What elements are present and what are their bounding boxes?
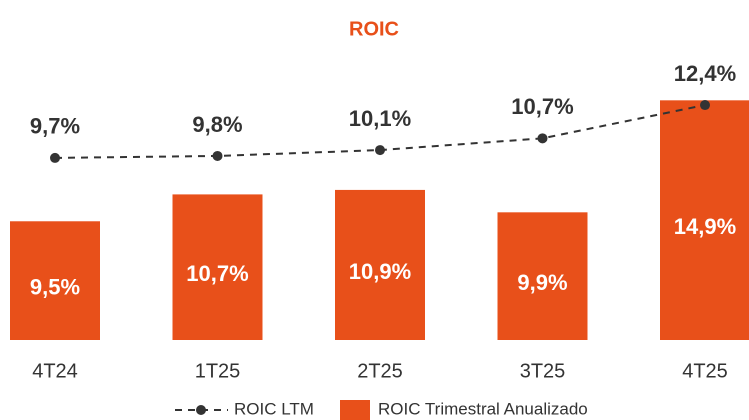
legend-point [196, 405, 206, 415]
x-tick-label: 4T25 [682, 360, 728, 382]
line-value-label: 9,8% [192, 112, 242, 137]
x-tick-label: 4T24 [32, 360, 78, 382]
bar-value-label: 10,9% [349, 259, 411, 284]
bar [10, 221, 100, 340]
legend-label: ROIC LTM [234, 399, 314, 418]
bar-value-label: 14,9% [674, 214, 736, 239]
chart-title: ROIC [349, 18, 399, 40]
bar [497, 212, 588, 340]
line-point [375, 145, 385, 156]
bar [660, 100, 749, 340]
line-point [50, 152, 60, 163]
legend-swatch [340, 400, 370, 420]
line-point [537, 133, 548, 144]
legend-label: ROIC Trimestral Anualizado [378, 399, 588, 418]
bar-value-label: 10,7% [186, 261, 248, 286]
bar [172, 194, 263, 340]
x-tick-label: 2T25 [357, 360, 403, 382]
line-point [212, 150, 223, 161]
line-value-label: 12,4% [674, 61, 736, 86]
x-tick-label: 3T25 [520, 360, 566, 382]
bar-value-label: 9,9% [517, 270, 567, 295]
x-tick-label: 1T25 [195, 360, 241, 382]
line-value-label: 10,7% [511, 94, 573, 119]
line-value-label: 9,7% [30, 114, 80, 139]
bar [335, 189, 425, 340]
line-point [700, 100, 710, 111]
line-value-label: 10,1% [349, 106, 411, 131]
bar-value-label: 9,5% [30, 274, 80, 299]
